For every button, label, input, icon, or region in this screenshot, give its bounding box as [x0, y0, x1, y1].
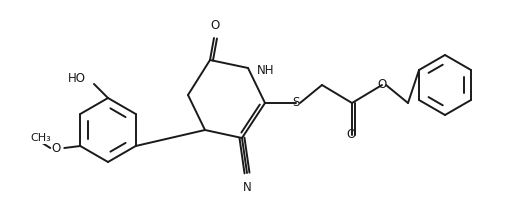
- Text: O: O: [52, 141, 61, 155]
- Text: CH₃: CH₃: [30, 133, 51, 143]
- Text: O: O: [346, 128, 356, 141]
- Text: HO: HO: [68, 72, 86, 85]
- Text: NH: NH: [257, 63, 275, 77]
- Text: O: O: [210, 19, 220, 32]
- Text: N: N: [243, 181, 251, 194]
- Text: S: S: [293, 97, 300, 109]
- Text: O: O: [378, 78, 386, 92]
